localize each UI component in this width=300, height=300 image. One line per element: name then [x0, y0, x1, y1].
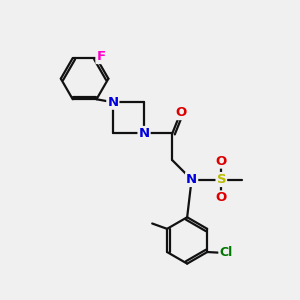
Text: F: F — [96, 50, 106, 63]
Text: S: S — [217, 173, 226, 186]
Text: O: O — [216, 154, 227, 168]
Text: Cl: Cl — [219, 246, 232, 259]
Text: O: O — [175, 106, 186, 119]
Text: O: O — [216, 191, 227, 204]
Text: N: N — [107, 96, 118, 109]
Text: N: N — [186, 173, 197, 186]
Text: N: N — [139, 127, 150, 140]
